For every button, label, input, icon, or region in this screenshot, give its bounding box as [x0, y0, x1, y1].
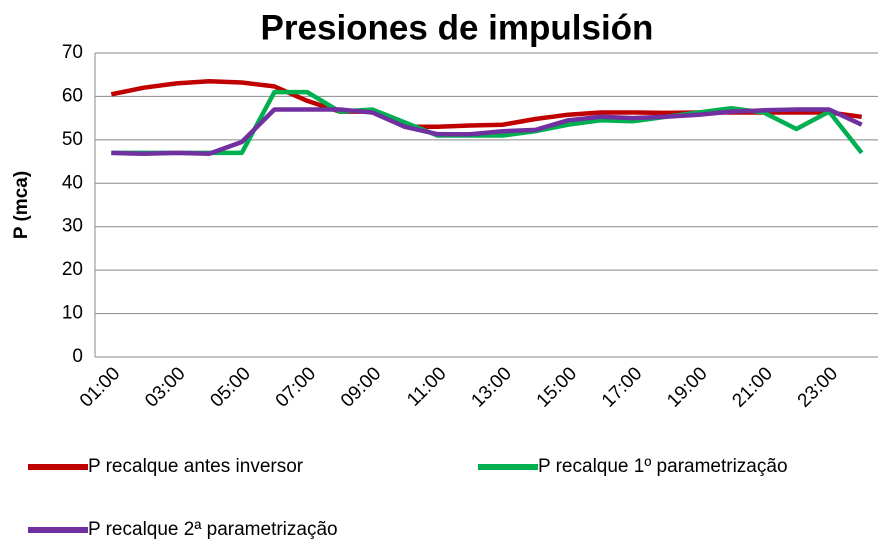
y-tick-label: 50	[62, 129, 83, 150]
legend-label: P recalque 1º parametrização	[538, 456, 788, 477]
line-series	[111, 107, 863, 157]
x-tick-label: 07:00	[272, 363, 320, 411]
y-tick-label: 60	[62, 85, 83, 106]
x-tick-label: 21:00	[728, 363, 776, 411]
x-tick-label: 01:00	[76, 363, 124, 411]
legend-label: P recalque antes inversor	[88, 456, 304, 477]
x-tick-label: 19:00	[663, 363, 711, 411]
x-tick-label: 23:00	[794, 363, 842, 411]
chart-title: Presiones de impulsión	[261, 8, 654, 47]
y-axis-label: P (mca)	[11, 171, 32, 239]
x-tick-label: 15:00	[533, 363, 581, 411]
y-tick-label: 20	[62, 259, 83, 280]
y-tick-label: 40	[62, 172, 83, 193]
line-series	[111, 89, 864, 156]
y-tick-label: 30	[62, 216, 83, 237]
x-tick-label: 09:00	[337, 363, 385, 411]
x-tick-label: 03:00	[141, 363, 189, 411]
legend-label: P recalque 2ª parametrização	[88, 519, 338, 540]
x-tick-label: 13:00	[467, 363, 515, 411]
y-tick-label: 70	[62, 42, 83, 63]
y-tick-label: 10	[62, 303, 83, 324]
x-tick-label: 11:00	[403, 363, 450, 410]
y-tick-label: 0	[72, 346, 83, 367]
x-tick-label: 05:00	[206, 363, 254, 411]
x-tick-label: 17:00	[598, 363, 646, 411]
line-series	[110, 78, 862, 130]
